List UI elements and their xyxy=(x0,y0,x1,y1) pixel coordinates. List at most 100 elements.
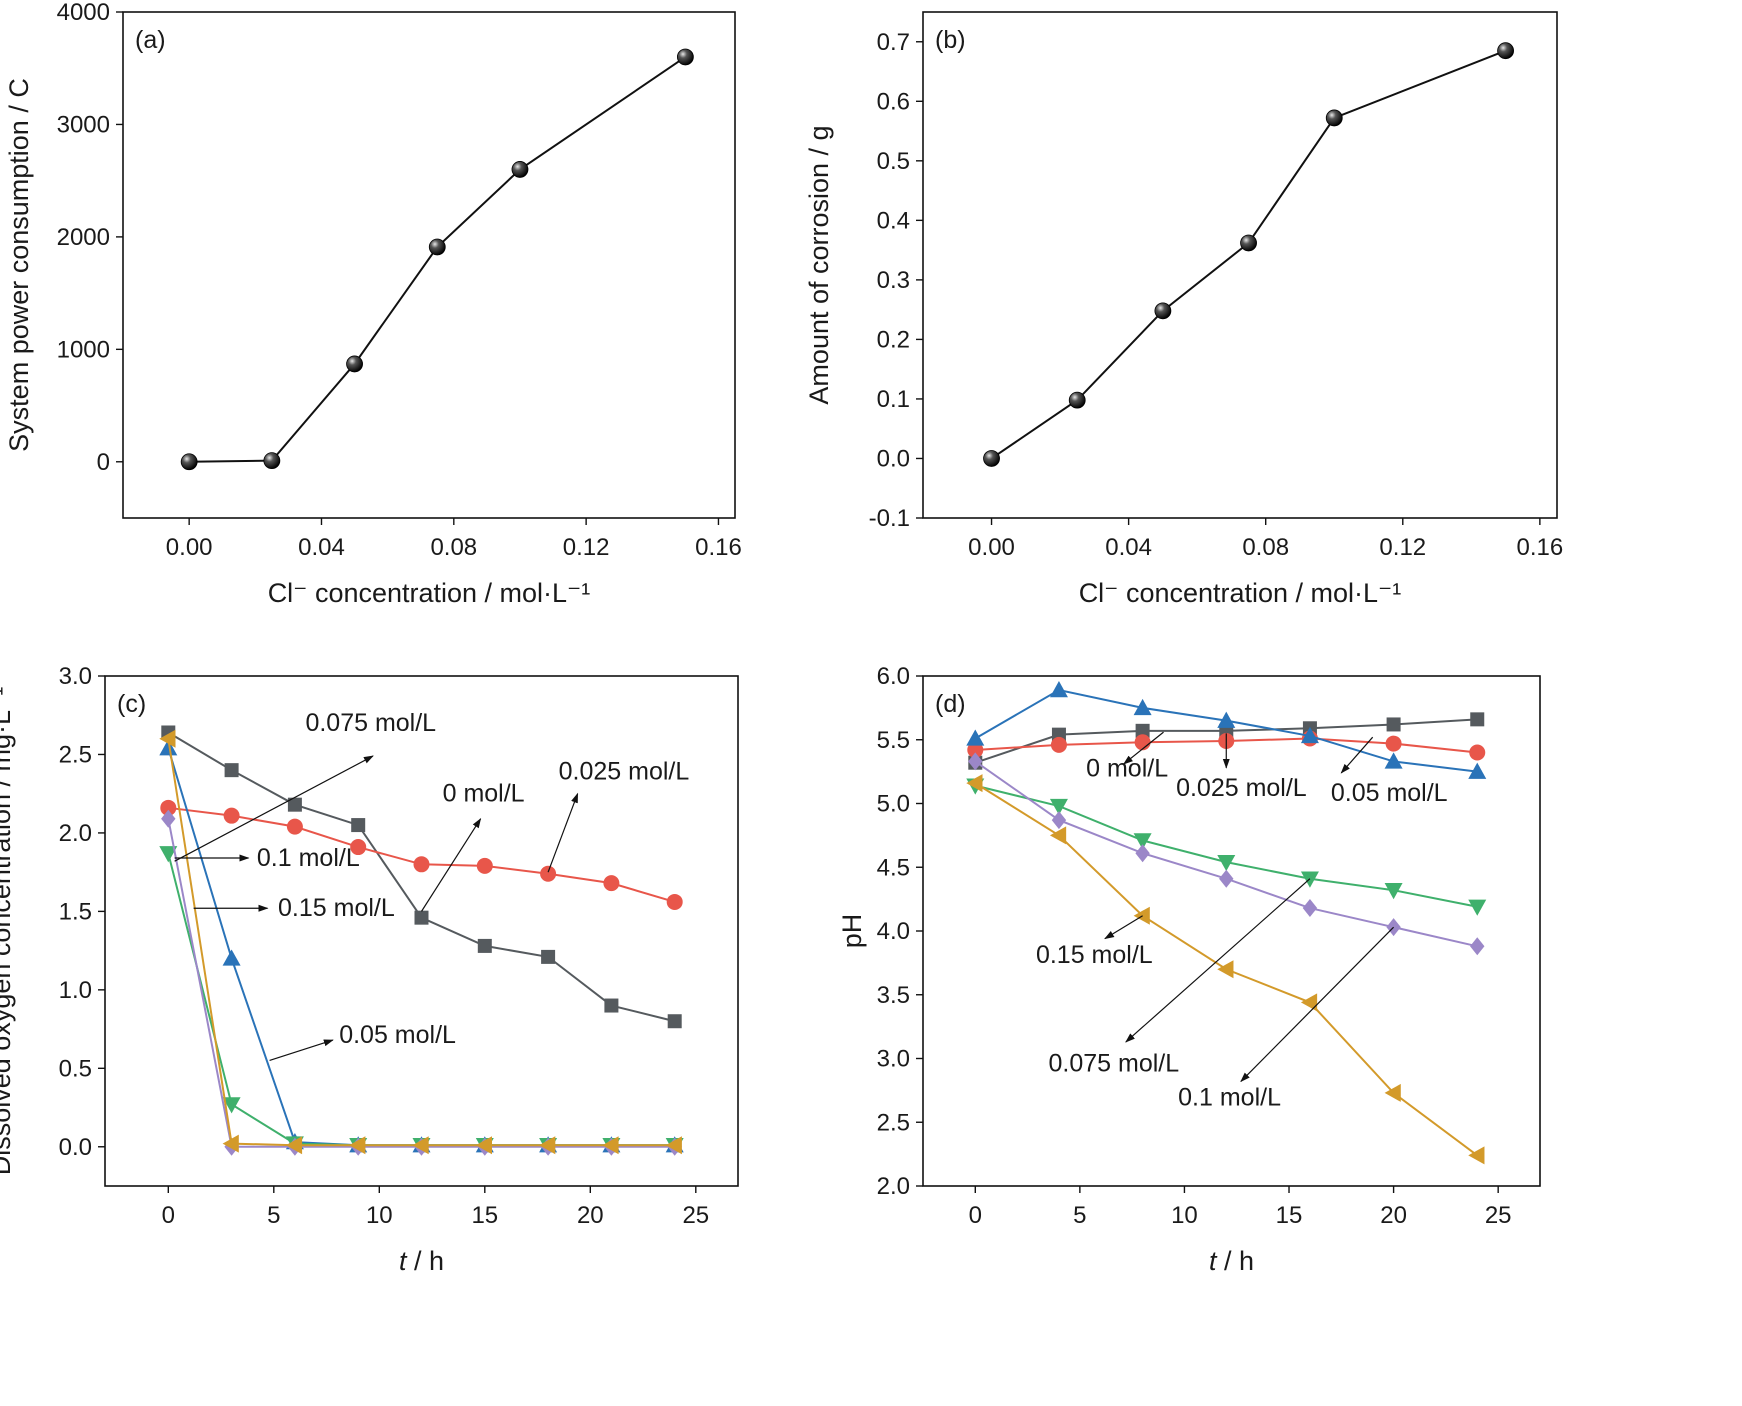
x-axis-label: t / h xyxy=(399,1246,444,1276)
x-tick-label: 20 xyxy=(1380,1202,1407,1229)
x-tick-label: 15 xyxy=(471,1202,498,1229)
data-point xyxy=(966,774,983,793)
data-point xyxy=(1135,844,1150,863)
data-point xyxy=(1133,698,1152,716)
x-tick-label: 10 xyxy=(1171,1202,1198,1229)
y-tick-label: 1.0 xyxy=(59,977,92,1004)
x-tick-label: 0.16 xyxy=(695,534,742,561)
y-axis-label: Dissolved oxygen concentration / mg·L⁻¹ xyxy=(0,687,16,1175)
y-tick-label: 2.5 xyxy=(59,741,92,768)
plot-frame xyxy=(104,675,739,1187)
data-point xyxy=(967,741,984,758)
data-point xyxy=(966,729,985,746)
annotation-label: 0.1 mol/L xyxy=(257,844,360,872)
annotation-arrow xyxy=(1123,731,1164,765)
panel-c: 0 5 10 15 20 25 0.0 0.5 1.0 1.5 2.0 2.5 3.0 (c) t / h D… xyxy=(0,663,739,1276)
y-tick-label: 0.4 xyxy=(877,207,910,234)
y-tick-label: 0.1 xyxy=(877,386,910,413)
data-point xyxy=(665,1136,682,1155)
y-tick-label: 0 xyxy=(97,449,110,476)
x-tick-label: 0.00 xyxy=(166,534,213,561)
data-point xyxy=(541,949,556,964)
data-point xyxy=(539,1136,556,1155)
data-point xyxy=(511,161,529,178)
x-axis-label: Cl⁻ concentration / mol·L⁻¹ xyxy=(1079,578,1402,608)
series-line xyxy=(167,853,675,1147)
data-point xyxy=(1302,899,1318,918)
data-point xyxy=(667,1014,682,1029)
series-5 xyxy=(159,729,682,1155)
annotation-label: 0 mol/L xyxy=(1086,755,1168,783)
annotation-arrow xyxy=(1125,878,1311,1043)
data-point xyxy=(1049,798,1068,816)
annotation-label: 0.15 mol/L xyxy=(1036,941,1153,969)
panel-label: (c) xyxy=(117,690,146,718)
panel-b: 0.00 0.04 0.08 0.12 0.16 -0.1 0.0 0.1 0.2 0.3 0.4 0… xyxy=(804,11,1563,608)
annotation-arrow xyxy=(1104,915,1143,940)
data-point xyxy=(346,355,363,373)
x-tick-label: 0.04 xyxy=(298,534,345,561)
annotation-label: 0.025 mol/L xyxy=(1176,774,1307,802)
data-point xyxy=(1470,937,1485,956)
annotation-arrow xyxy=(547,792,579,873)
y-tick-label: 0.7 xyxy=(877,29,910,56)
x-tick-label: 15 xyxy=(1276,1202,1303,1229)
y-tick-label: 0.6 xyxy=(877,88,910,115)
data-point xyxy=(159,739,178,756)
y-tick-label: 5.0 xyxy=(877,791,910,818)
annotation-arrow xyxy=(269,1039,334,1062)
data-point xyxy=(286,818,303,835)
annotation-label: 0.05 mol/L xyxy=(1331,779,1448,807)
annotation-label: 0.1 mol/L xyxy=(1178,1084,1281,1112)
data-point xyxy=(160,799,177,816)
x-tick-label: 0 xyxy=(969,1202,982,1229)
data-point xyxy=(161,809,176,828)
data-point xyxy=(159,846,178,863)
x-tick-label: 0 xyxy=(162,1202,175,1229)
data-point xyxy=(1384,1083,1401,1102)
data-point xyxy=(1300,726,1319,744)
y-tick-label: 3.0 xyxy=(59,663,92,690)
data-point xyxy=(1049,681,1068,698)
data-point xyxy=(1385,735,1402,752)
data-point xyxy=(983,450,1000,467)
y-tick-label: 2000 xyxy=(57,224,110,251)
data-point xyxy=(349,1136,366,1155)
y-tick-label: 0.5 xyxy=(59,1055,92,1082)
series-0 xyxy=(161,725,682,1029)
data-point xyxy=(1300,993,1318,1012)
x-tick-label: 0.08 xyxy=(1242,534,1289,561)
y-tick-label: 3000 xyxy=(57,111,110,138)
y-tick-label: 0.3 xyxy=(877,267,910,294)
data-point xyxy=(676,48,694,66)
data-point xyxy=(222,1134,239,1153)
y-tick-label: 0.0 xyxy=(877,445,910,472)
data-point xyxy=(1386,717,1401,732)
data-point xyxy=(1300,871,1319,888)
data-point xyxy=(1154,302,1172,320)
data-point xyxy=(428,238,446,256)
data-point xyxy=(180,453,198,471)
panel-label: (d) xyxy=(935,690,966,718)
data-point xyxy=(222,949,241,966)
series-line xyxy=(189,56,686,463)
data-point xyxy=(1217,854,1236,872)
data-point xyxy=(1240,234,1257,252)
data-point xyxy=(1468,899,1487,916)
y-tick-label: 4000 xyxy=(57,0,110,26)
x-tick-label: 0.08 xyxy=(430,534,477,561)
panel-label: (b) xyxy=(935,26,966,54)
data-point xyxy=(1135,723,1150,738)
y-tick-label: 2.0 xyxy=(877,1173,910,1200)
series-line xyxy=(167,738,675,1147)
data-point xyxy=(476,857,493,874)
data-point xyxy=(1469,744,1486,761)
y-tick-label: 0.2 xyxy=(877,326,910,353)
x-tick-label: 0.12 xyxy=(563,534,610,561)
data-point xyxy=(222,1097,241,1114)
annotation-label: 0.025 mol/L xyxy=(559,758,690,786)
y-axis-label: Amount of corrosion / g xyxy=(804,125,834,404)
x-tick-label: 25 xyxy=(1485,1202,1512,1229)
annotation-label: 0.15 mol/L xyxy=(278,894,395,922)
